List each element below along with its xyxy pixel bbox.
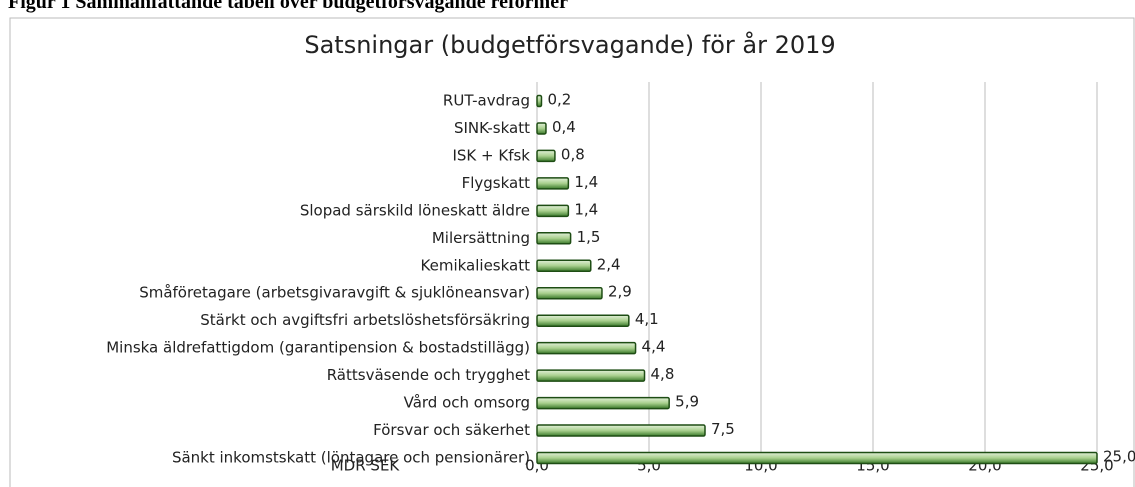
y-tick-label: Småföretagare (arbetsgivaravgift & sjukl… <box>139 284 530 302</box>
y-tick-label: SINK-skatt <box>454 119 530 137</box>
y-tick-label: Minska äldrefattigdom (garantipension & … <box>106 339 530 357</box>
value-label: 2,4 <box>597 255 621 273</box>
chart-title: Satsningar (budgetförsvagande) för år 20… <box>304 30 835 59</box>
bar <box>536 232 572 245</box>
y-tick-label: ISK + Kfsk <box>452 146 530 164</box>
y-tick-label: Kemikalieskatt <box>421 256 531 274</box>
y-tick-label: RUT-avdrag <box>443 92 530 110</box>
caption: Figur 1 Sammanfattande tabell över budge… <box>8 0 568 13</box>
y-tick-label: Stärkt och avgiftsfri arbetslöshetsförsä… <box>200 311 530 329</box>
bar <box>536 286 603 300</box>
bar <box>536 314 630 327</box>
value-label: 0,8 <box>561 145 585 163</box>
y-tick-label: Milersättning <box>432 229 530 247</box>
value-label: 4,4 <box>642 338 666 356</box>
bar <box>536 122 547 135</box>
bar <box>536 341 637 355</box>
bar <box>536 451 1098 465</box>
y-tick-label: Vård och omsorg <box>404 394 530 412</box>
bar <box>536 204 570 218</box>
bar <box>536 396 670 410</box>
y-tick-label: Försvar och säkerhet <box>373 421 530 439</box>
value-label: 1,5 <box>577 228 601 246</box>
value-label: 25,0 <box>1103 448 1135 466</box>
chart-frame <box>9 17 1135 487</box>
bar <box>536 149 556 163</box>
value-label: 1,4 <box>574 173 598 191</box>
bar <box>536 94 543 108</box>
value-label: 4,1 <box>635 310 659 328</box>
y-tick-label: Flygskatt <box>462 174 531 192</box>
value-label: 4,8 <box>651 365 675 383</box>
value-label: 5,9 <box>675 393 699 411</box>
y-tick-label: Sänkt inkomstskatt (löntagare och pensio… <box>172 449 530 467</box>
bar <box>536 177 570 190</box>
bar <box>536 424 706 437</box>
value-label: 0,2 <box>547 91 571 109</box>
bar <box>536 369 646 382</box>
value-label: 2,9 <box>608 283 632 301</box>
value-label: 1,4 <box>574 200 598 218</box>
y-tick-label: Slopad särskild löneskatt äldre <box>300 201 530 219</box>
value-label: 0,4 <box>552 118 576 136</box>
y-tick-label: Rättsväsende och trygghet <box>327 366 530 384</box>
value-label: 7,5 <box>711 420 735 438</box>
x-axis-label: MDR SEK <box>331 457 401 475</box>
bar <box>536 259 592 273</box>
